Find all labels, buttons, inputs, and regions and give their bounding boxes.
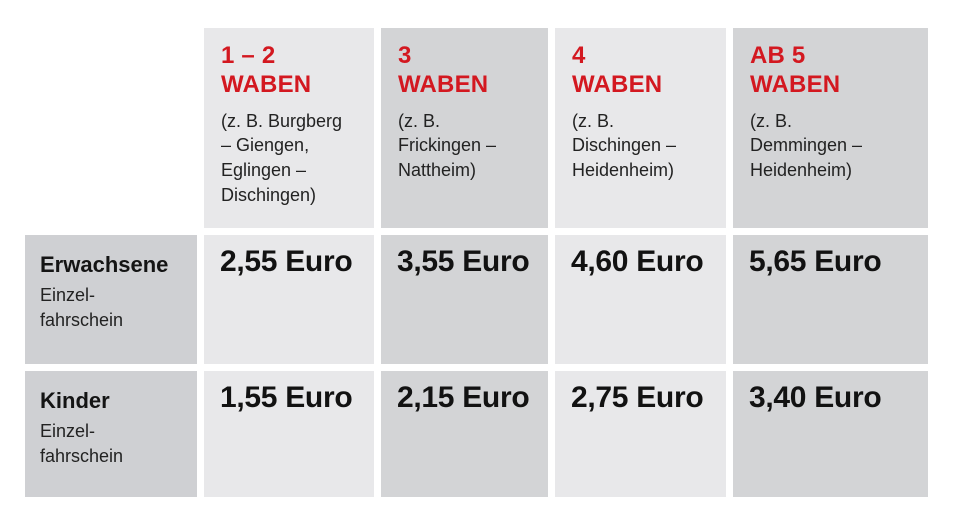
row-subtitle: Einzel- fahrschein (40, 421, 124, 467)
zone-header-3-waben: 3 WABEN (z. B. Frickingen – Nattheim) (381, 28, 548, 228)
price-cell-kinder-ab-5-waben: 3,40 Euro (733, 371, 928, 497)
zone-header-4-waben: 4 WABEN (z. B. Dischingen – Heidenheim) (555, 28, 726, 228)
price-cell-kinder-3-waben: 2,15 Euro (381, 371, 548, 497)
zone-example: (z. B. Frickingen – Nattheim) (398, 110, 497, 181)
price-cell-erwachsene-1-2-waben: 2,55 Euro (204, 235, 374, 364)
zone-example: (z. B. Demmingen – Heidenheim) (750, 110, 863, 181)
row-label-kinder: Kinder Einzel- fahrschein (25, 371, 197, 497)
row-title: Kinder (40, 388, 110, 413)
zone-header-ab-5-waben: AB 5 WABEN (z. B. Demmingen – Heidenheim… (733, 28, 928, 228)
zone-count: 4 (572, 42, 586, 69)
zone-count: AB 5 (750, 42, 806, 69)
zone-example: (z. B. Dischingen – Heidenheim) (572, 110, 677, 181)
fare-table: 1 – 2 WABEN (z. B. Burgberg – Giengen, E… (25, 28, 928, 497)
price-cell-kinder-4-waben: 2,75 Euro (555, 371, 726, 497)
zone-example: (z. B. Burgberg – Giengen, Eglingen – Di… (221, 110, 343, 206)
zone-unit: WABEN (572, 71, 663, 99)
price-cell-erwachsene-3-waben: 3,55 Euro (381, 235, 548, 364)
row-label-erwachsene: Erwachsene Einzel- fahrschein (25, 235, 197, 364)
zone-unit: WABEN (221, 71, 312, 99)
zone-unit: WABEN (750, 71, 841, 99)
zone-header-1-2-waben: 1 – 2 WABEN (z. B. Burgberg – Giengen, E… (204, 28, 374, 228)
row-subtitle: Einzel- fahrschein (40, 285, 124, 331)
corner-spacer-cell (25, 28, 197, 228)
price-cell-erwachsene-ab-5-waben: 5,65 Euro (733, 235, 928, 364)
zone-unit: WABEN (398, 71, 489, 99)
price-cell-erwachsene-4-waben: 4,60 Euro (555, 235, 726, 364)
zone-count: 1 – 2 (221, 42, 276, 69)
row-title: Erwachsene (40, 252, 169, 277)
price-cell-kinder-1-2-waben: 1,55 Euro (204, 371, 374, 497)
zone-count: 3 (398, 42, 412, 69)
